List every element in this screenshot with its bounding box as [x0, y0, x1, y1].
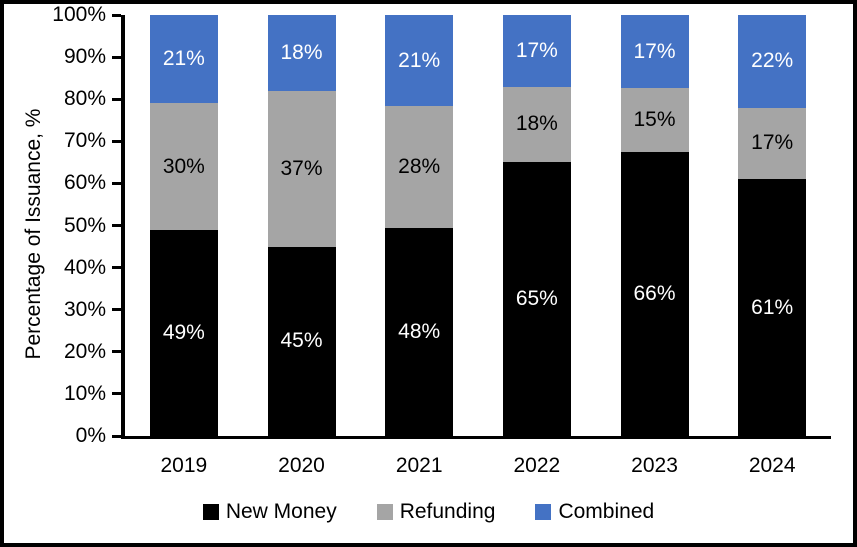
bar-segment-refunding: 17%: [738, 107, 807, 180]
bar-segment-new-money: 65%: [502, 162, 571, 436]
bar-segment-combined: 21%: [149, 15, 218, 104]
y-tick-label: 90%: [63, 45, 106, 69]
bar-segment-combined: 22%: [738, 15, 807, 108]
data-label: 15%: [633, 108, 676, 132]
x-axis-line: [121, 436, 831, 439]
bar-segment-refunding: 37%: [267, 90, 336, 247]
data-label: 30%: [162, 154, 205, 178]
data-label: 65%: [515, 287, 558, 311]
legend-item-refunding: Refunding: [376, 500, 496, 524]
data-label: 21%: [398, 48, 441, 72]
x-axis-label: 2020: [278, 454, 325, 477]
plot-area: 100% 90% 80% 70% 60% 50% 40% 30% 20% 10% 0% 49% 30%…: [52, 4, 831, 447]
data-label: 45%: [280, 329, 323, 353]
y-tick-mark: [112, 224, 121, 227]
x-axis-label: 2023: [631, 454, 678, 477]
y-tick-label: 80%: [63, 87, 106, 111]
bar-segment-refunding: 30%: [149, 103, 218, 230]
y-tick-mark: [112, 97, 121, 101]
data-label: 17%: [515, 38, 558, 62]
y-tick-mark: [112, 55, 121, 59]
bar-segment-new-money: 48%: [385, 227, 454, 436]
data-label: 17%: [751, 131, 794, 155]
data-label: 37%: [280, 156, 323, 180]
data-label: 21%: [162, 47, 205, 71]
bar-segment-combined: 17%: [502, 15, 571, 87]
legend-swatch-refunding: [376, 504, 393, 520]
data-label: 48%: [398, 319, 441, 343]
data-label: 18%: [515, 112, 558, 136]
data-label: 17%: [633, 39, 676, 63]
y-tick-label: 70%: [63, 129, 106, 153]
bar-segment-combined: 18%: [267, 15, 336, 91]
bar-segment-combined: 21%: [385, 15, 454, 107]
y-tick-label: 10%: [63, 381, 106, 405]
bar-segment-new-money: 61%: [738, 179, 807, 436]
bar-segment-new-money: 66%: [620, 152, 689, 436]
legend-swatch-new-money: [202, 504, 219, 520]
y-tick-mark: [112, 181, 121, 185]
x-axis-label: 2022: [513, 454, 561, 477]
x-axis-labels: 2019 2020 2021 2022 2023 2024: [125, 454, 831, 478]
y-tick-label: 0%: [75, 424, 106, 447]
legend-item-combined: Combined: [535, 500, 654, 524]
legend-label: New Money: [225, 500, 337, 523]
y-tick-mark: [112, 392, 121, 396]
bar-segment-new-money: 45%: [267, 246, 336, 436]
data-label: 66%: [633, 282, 676, 306]
y-tick-label: 40%: [63, 255, 106, 279]
x-axis-label: 2021: [395, 454, 443, 477]
y-tick-mark: [112, 13, 121, 17]
bar-segment-refunding: 28%: [385, 106, 454, 228]
x-axis-label: 2019: [160, 454, 208, 477]
y-tick-mark: [112, 434, 121, 438]
x-axis-label: 2024: [748, 454, 796, 477]
bar-segment-combined: 17%: [620, 15, 689, 89]
y-tick-mark: [112, 350, 121, 354]
data-label: 28%: [398, 154, 441, 178]
y-axis-line: [121, 15, 125, 439]
y-tick-label: 30%: [63, 297, 106, 321]
y-tick-label: 20%: [63, 339, 106, 363]
y-tick-label: 50%: [63, 213, 106, 237]
bar-segment-new-money: 49%: [149, 229, 218, 436]
data-label: 49%: [162, 320, 205, 344]
y-tick-label: 100%: [52, 3, 106, 26]
bar-segment-refunding: 18%: [502, 86, 571, 163]
data-label: 61%: [751, 295, 794, 319]
y-tick-mark: [112, 266, 121, 270]
y-tick-label: 60%: [63, 171, 106, 195]
legend-item-new-money: New Money: [202, 500, 337, 524]
data-label: 22%: [751, 49, 794, 73]
y-tick-mark: [112, 139, 121, 143]
y-tick-mark: [112, 308, 121, 312]
legend-label: Refunding: [399, 500, 496, 523]
data-label: 18%: [280, 40, 323, 64]
legend-swatch-combined: [535, 504, 552, 520]
legend-label: Combined: [558, 500, 655, 523]
bar-segment-refunding: 15%: [620, 88, 689, 153]
legend: New Money Refunding Combined: [4, 500, 853, 524]
